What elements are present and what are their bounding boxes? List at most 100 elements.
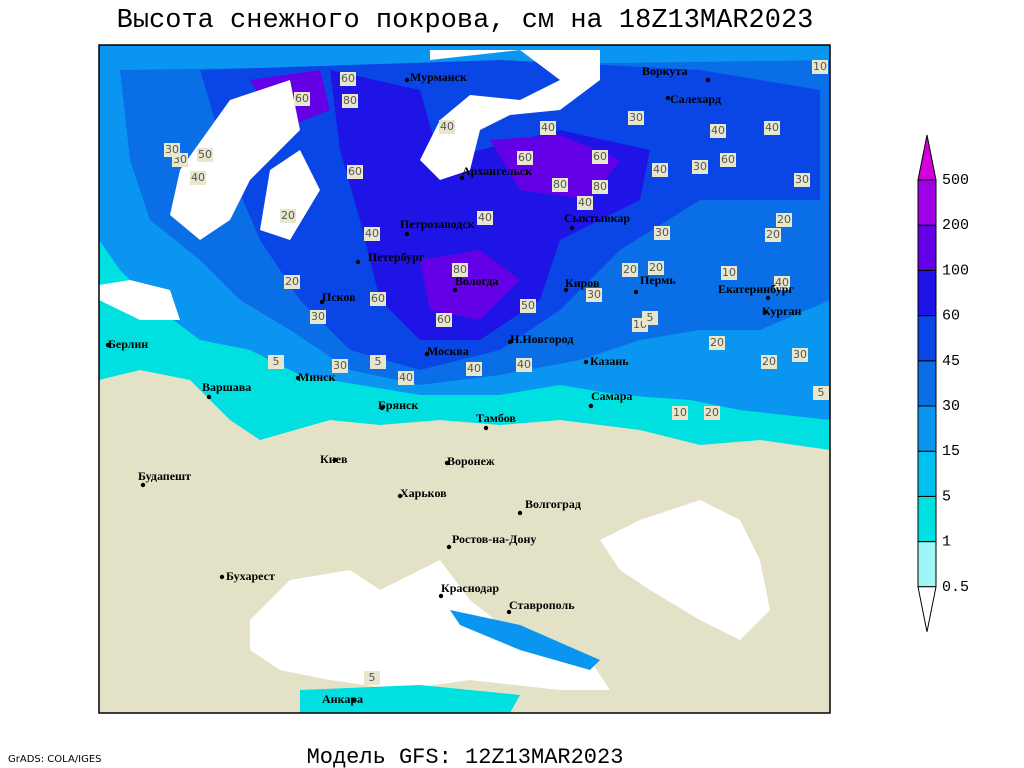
city-dot: [517, 510, 523, 516]
city-dot: [219, 574, 225, 580]
city-dot: [424, 351, 430, 357]
contour-label-bg: [654, 226, 670, 240]
contour-label: 20: [766, 228, 780, 241]
contour-label-bg: [704, 406, 720, 420]
contour-label: 20: [710, 336, 724, 349]
contour-label-bg: [774, 276, 790, 290]
city-dot: [140, 482, 146, 488]
city-label: Курган: [762, 304, 802, 318]
legend-swatch: [917, 315, 937, 362]
contour-label-bg: [284, 275, 300, 289]
contour-label-bg: [540, 121, 556, 135]
contour-label-bg: [764, 121, 780, 135]
contour-label: 5: [818, 386, 825, 399]
contour-label-bg: [364, 671, 380, 685]
city-label: Москва: [427, 344, 469, 358]
contour-label-bg: [340, 72, 356, 86]
city-dot: [483, 425, 489, 431]
contour-label: 60: [348, 165, 362, 178]
contour-label: 20: [705, 406, 719, 419]
contour-label: 50: [198, 148, 212, 161]
contour-label-bg: [721, 266, 737, 280]
city-label: Анкара: [322, 692, 363, 706]
contour-label: 60: [593, 150, 607, 163]
city-label: Салехард: [670, 92, 721, 106]
contour-label: 5: [273, 355, 280, 368]
legend-label: 100: [942, 262, 969, 279]
city-dot: [444, 460, 450, 466]
city-label: Киев: [320, 452, 348, 466]
contour-label-bg: [765, 228, 781, 242]
contour-label: 40: [765, 121, 779, 134]
legend-swatch: [917, 541, 937, 588]
city-dot: [404, 77, 410, 83]
legend-swatch: [917, 450, 937, 497]
contour-label: 30: [311, 310, 325, 323]
subtitle: Модель GFS: 12Z13MAR2023: [307, 745, 624, 768]
contour-label: 60: [437, 313, 451, 326]
contour-label-bg: [520, 299, 536, 313]
city-dot: [295, 375, 301, 381]
contour-label-bg: [813, 386, 829, 400]
contour-label: 20: [623, 263, 637, 276]
city-label: Ставрополь: [509, 598, 575, 612]
legend-swatch: [917, 495, 937, 543]
contour-label: 40: [578, 196, 592, 209]
caucasus-snow: [450, 610, 600, 670]
city-label: Харьков: [400, 486, 447, 500]
contour-label-bg: [466, 362, 482, 376]
city-dot: [379, 405, 385, 411]
contour-label: 5: [647, 311, 654, 324]
baltic-sea: [170, 80, 320, 240]
contour-label: 40: [478, 211, 492, 224]
city-dot: [583, 359, 589, 365]
city-label: Воронеж: [447, 454, 495, 468]
city-label: Будапешт: [138, 469, 191, 483]
contour-label-bg: [776, 213, 792, 227]
legend-label: 30: [942, 398, 960, 415]
contour-label: 40: [440, 120, 454, 133]
contour-label-bg: [709, 336, 725, 350]
legend-swatch: [917, 224, 937, 271]
contour-label-bg: [592, 180, 608, 194]
contour-label-bg: [268, 355, 284, 369]
contour-label: 80: [593, 180, 607, 193]
contour-label-bg: [516, 358, 532, 372]
city-dot: [665, 95, 671, 101]
city-dot: [105, 342, 111, 348]
city-label: Псков: [322, 290, 356, 304]
city-label: Мурманск: [410, 70, 467, 84]
contour-label: 40: [399, 371, 413, 384]
contour-label: 40: [517, 358, 531, 371]
black-sea: [250, 560, 610, 690]
city-label: Тамбов: [476, 411, 516, 425]
city-label: Киров: [565, 276, 600, 290]
legend-label: 0.5: [942, 579, 969, 596]
city-dot: [446, 544, 452, 550]
legend-swatch: [917, 586, 937, 632]
city-label: Петрозаводск: [400, 217, 475, 231]
contour-label: 40: [467, 362, 481, 375]
city-label: Берлин: [108, 337, 148, 351]
legend-label: 5: [942, 488, 951, 505]
contour-label: 20: [649, 261, 663, 274]
contour-label: 30: [795, 173, 809, 186]
contour-label: 10: [813, 60, 827, 73]
city-label: Воркута: [642, 64, 687, 78]
city-dot: [569, 225, 575, 231]
white-sea: [420, 50, 600, 180]
contour-label-bg: [342, 94, 358, 108]
contour-label-bg: [398, 371, 414, 385]
city-label: Волгоград: [525, 497, 581, 511]
contour-label: 30: [165, 143, 179, 156]
city-label: Казань: [590, 354, 629, 368]
legend-label: 15: [942, 443, 960, 460]
contour-label: 60: [518, 151, 532, 164]
city-label: Ростов-на-Дону: [452, 532, 536, 546]
contour-label-bg: [197, 148, 213, 162]
city-dot: [350, 697, 356, 703]
